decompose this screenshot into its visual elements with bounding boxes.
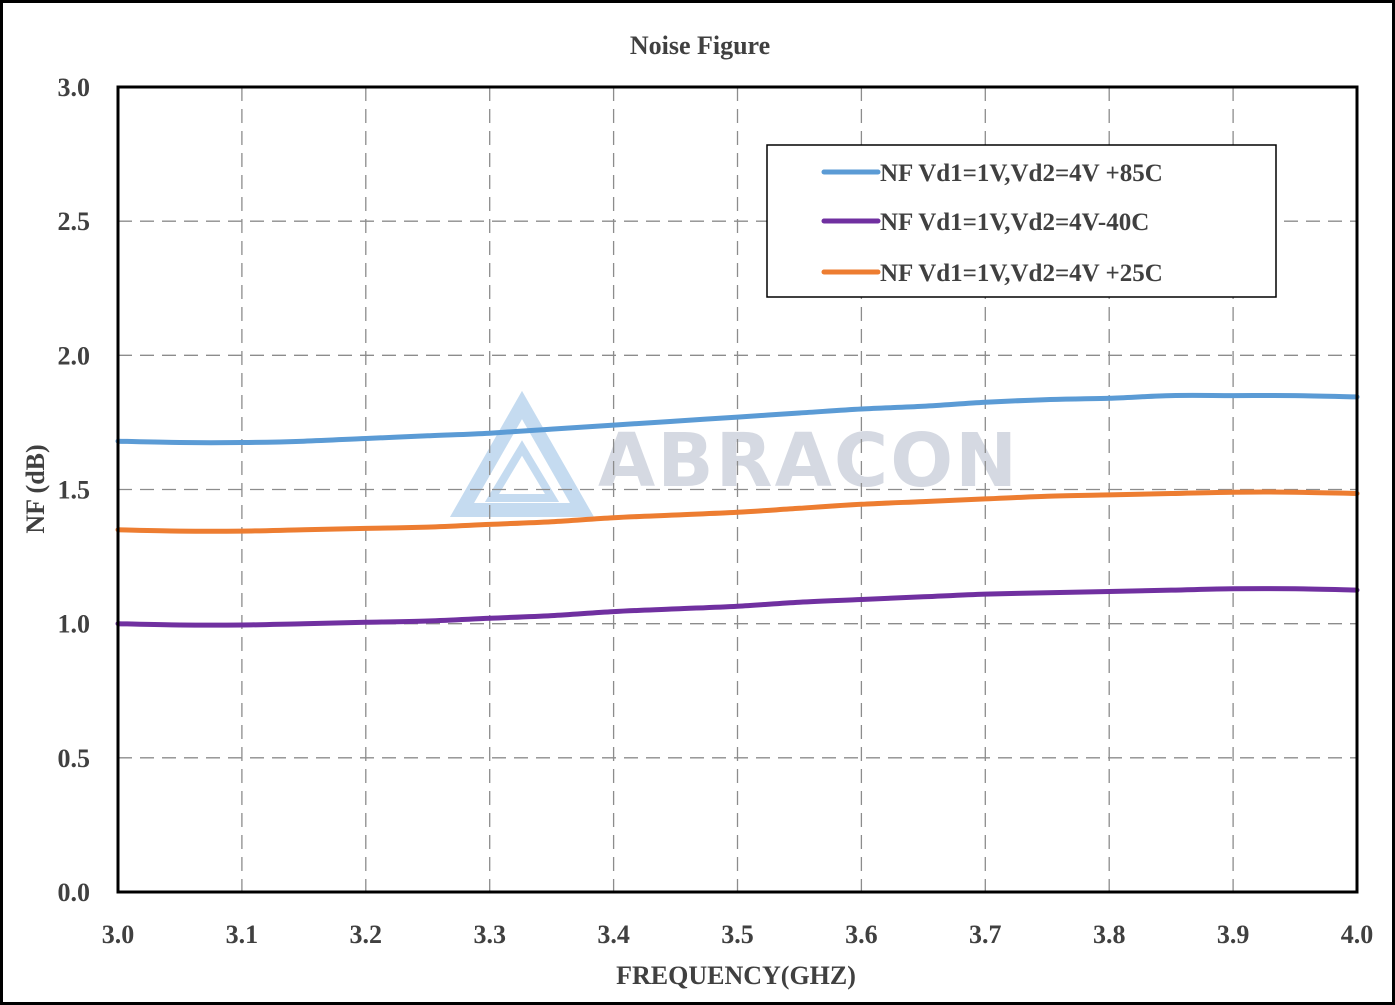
x-tick-label-3.0: 3.0 — [102, 920, 135, 949]
y-tick-label-0.0: 0.0 — [58, 878, 91, 907]
plot-border — [116, 85, 1359, 894]
series-line-3 — [115, 489, 1360, 534]
x-tick-label-3.9: 3.9 — [1217, 920, 1250, 949]
y-tick-label-2.5: 2.5 — [58, 207, 91, 236]
watermark-text: ABRACON — [598, 418, 1019, 504]
y-tick-label-0.5: 0.5 — [58, 744, 91, 773]
x-tick-label-3.1: 3.1 — [226, 920, 259, 949]
legend-label-1: NF Vd1=1V,Vd2=4V +85C — [880, 160, 1163, 187]
x-tick-label-3.2: 3.2 — [350, 920, 383, 949]
x-tick-label-4.0: 4.0 — [1341, 920, 1374, 949]
series-layer — [115, 392, 1360, 628]
y-axis-label: NF (dB) — [21, 444, 50, 533]
x-tick-label-3.3: 3.3 — [473, 920, 506, 949]
x-tick-label-3.5: 3.5 — [721, 920, 754, 949]
tick-label-layer: 3.0 3.1 3.2 3.3 3.4 3.5 3.6 3.7 3.8 3.9 4.0 0.0 0.5 1… — [58, 73, 1374, 949]
chart-title: Noise Figure — [630, 31, 770, 60]
y-tick-label-1.0: 1.0 — [58, 610, 91, 639]
y-tick-label-1.5: 1.5 — [58, 476, 91, 505]
legend: NF Vd1=1V,Vd2=4V +85C NF Vd1=1V,Vd2=4V-40… — [766, 144, 1277, 298]
x-tick-label-3.4: 3.4 — [597, 920, 630, 949]
legend-label-3: NF Vd1=1V,Vd2=4V +25C — [880, 260, 1163, 287]
legend-items: NF Vd1=1V,Vd2=4V +85C NF Vd1=1V,Vd2=4V-40… — [821, 160, 1163, 287]
x-tick-label-3.8: 3.8 — [1093, 920, 1126, 949]
legend-label-2: NF Vd1=1V,Vd2=4V-40C — [880, 209, 1149, 236]
x-tick-label-3.7: 3.7 — [969, 920, 1002, 949]
x-tick-label-3.6: 3.6 — [845, 920, 878, 949]
y-tick-label-3.0: 3.0 — [58, 73, 91, 102]
abracon-watermark: ABRACON — [449, 390, 1019, 517]
y-tick-label-2.0: 2.0 — [58, 341, 91, 370]
watermark-logo-outer — [449, 390, 595, 517]
watermark-logo-inner — [484, 440, 560, 502]
series-line-1 — [115, 392, 1360, 446]
x-axis-label: FREQUENCY(GHZ) — [616, 961, 856, 990]
series-line-2 — [115, 586, 1360, 628]
